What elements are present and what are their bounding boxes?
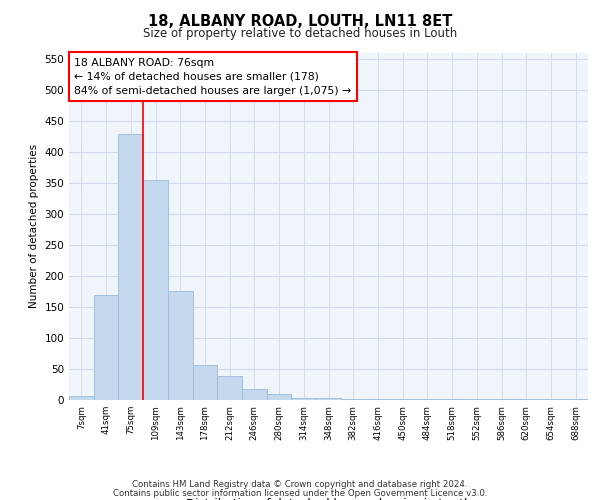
- Bar: [94, 295, 118, 400]
- Bar: [118, 134, 143, 400]
- Bar: [292, 398, 316, 400]
- Bar: [69, 396, 94, 400]
- X-axis label: Distribution of detached houses by size in Louth: Distribution of detached houses by size …: [186, 498, 471, 500]
- Bar: [242, 389, 267, 400]
- Y-axis label: Number of detached properties: Number of detached properties: [29, 144, 39, 308]
- Text: 18 ALBANY ROAD: 76sqm
← 14% of detached houses are smaller (178)
84% of semi-det: 18 ALBANY ROAD: 76sqm ← 14% of detached …: [74, 58, 352, 96]
- Bar: [267, 394, 292, 400]
- Bar: [143, 180, 168, 400]
- Bar: [193, 365, 217, 400]
- Bar: [168, 291, 193, 400]
- Bar: [217, 376, 242, 400]
- Text: Contains HM Land Registry data © Crown copyright and database right 2024.: Contains HM Land Registry data © Crown c…: [132, 480, 468, 489]
- Text: Contains public sector information licensed under the Open Government Licence v3: Contains public sector information licen…: [113, 488, 487, 498]
- Text: Size of property relative to detached houses in Louth: Size of property relative to detached ho…: [143, 28, 457, 40]
- Bar: [316, 398, 341, 400]
- Text: 18, ALBANY ROAD, LOUTH, LN11 8ET: 18, ALBANY ROAD, LOUTH, LN11 8ET: [148, 14, 452, 29]
